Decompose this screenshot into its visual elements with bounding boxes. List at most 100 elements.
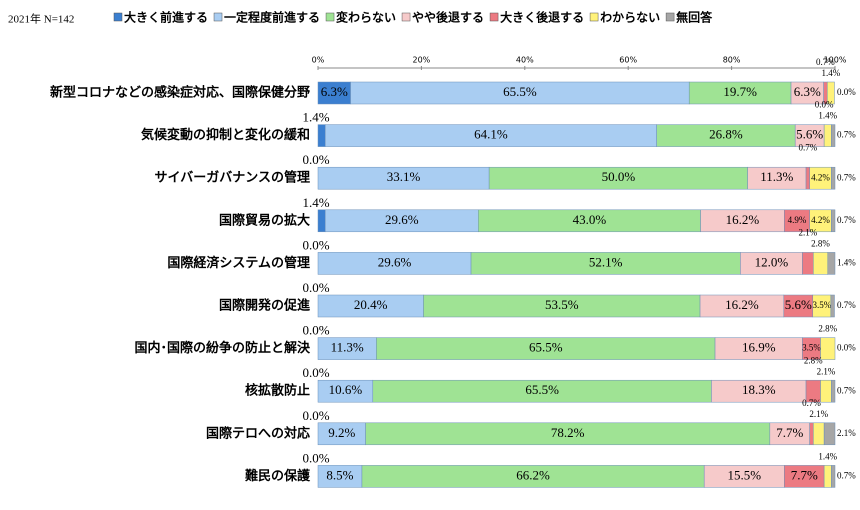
value-label: 0.7% (837, 470, 856, 480)
bar-segment (820, 379, 832, 403)
bar-segment (820, 337, 836, 360)
value-label: 0.0% (302, 450, 329, 465)
value-label: 2.1% (809, 409, 828, 419)
legend-swatch (113, 12, 123, 22)
value-label: 11.3% (331, 340, 364, 355)
category-label: 国際テロへの対応 (206, 425, 310, 441)
value-label: 2.8% (818, 324, 837, 334)
value-label: 1.4% (818, 451, 837, 461)
value-label: 1.4% (821, 68, 840, 78)
legend-swatch (213, 12, 223, 22)
category-label: 難民の保護 (245, 468, 311, 484)
value-label: 0.0% (302, 152, 329, 167)
value-label: 5.6% (785, 297, 812, 312)
x-tick-label: 0% (312, 56, 325, 65)
value-label: 26.8% (709, 127, 743, 142)
value-label: 0.0% (302, 323, 329, 338)
legend-label: 大きく後退する (500, 10, 584, 25)
value-label: 0.0% (302, 280, 329, 295)
value-label: 43.0% (573, 212, 607, 227)
value-label: 4.2% (811, 172, 830, 182)
value-label: 52.1% (589, 254, 623, 269)
category-label: 気候変動の抑制と変化の緩和 (141, 127, 310, 143)
bar-segment (827, 252, 836, 275)
value-label: 29.6% (385, 212, 419, 227)
legend-label: 変わらない (336, 10, 396, 25)
value-label: 65.5% (529, 340, 563, 355)
category-label: 国際貿易の拡大 (219, 212, 310, 228)
value-label: 16.2% (725, 297, 759, 312)
category-label: 国際経済システムの管理 (167, 255, 310, 271)
bar-segment (830, 294, 835, 318)
x-tick-label: 20% (413, 56, 431, 65)
value-label: 0.7% (837, 300, 856, 310)
value-label: 2.8% (811, 238, 830, 248)
value-label: 1.4% (302, 195, 329, 210)
x-tick-label: 80% (723, 56, 741, 65)
value-label: 0.7% (816, 57, 835, 67)
value-label: 7.7% (791, 467, 818, 482)
value-label: 66.2% (516, 467, 550, 482)
value-label: 4.2% (811, 215, 830, 225)
value-label: 6.3% (321, 84, 348, 99)
value-label: 1.4% (302, 110, 329, 125)
value-label: 3.5% (802, 343, 821, 353)
value-label: 5.6% (796, 127, 823, 142)
category-label: サイバーガバナンスの管理 (155, 170, 310, 186)
category-label: 核拡散防止 (245, 383, 310, 399)
bar-segment (823, 465, 832, 488)
value-label: 53.5% (545, 297, 579, 312)
bar-segment (831, 379, 836, 403)
value-label: 0.0% (302, 365, 329, 380)
legend-swatch (325, 12, 335, 22)
bar-segment (802, 252, 814, 275)
legend-swatch (401, 12, 411, 22)
value-label: 33.1% (387, 169, 421, 184)
value-label: 10.6% (329, 382, 363, 397)
value-label: 2.1% (837, 428, 856, 438)
value-label: 0.7% (798, 142, 817, 152)
value-label: 65.5% (503, 84, 537, 99)
value-label: 12.0% (755, 254, 789, 269)
value-label: 1.4% (818, 111, 837, 121)
category-label: 国内･国際の紛争の防止と解決 (134, 340, 311, 356)
value-label: 29.6% (378, 254, 412, 269)
legend-label: 一定程度前進する (224, 10, 320, 25)
value-label: 0.7% (837, 385, 856, 395)
x-tick-label: 40% (516, 56, 534, 65)
bar-segment (813, 422, 825, 446)
value-label: 1.4% (837, 257, 856, 267)
bar-segment (831, 209, 836, 233)
bar-segment (826, 81, 835, 105)
value-label: 0.0% (302, 237, 329, 252)
value-label: 8.5% (326, 467, 353, 482)
value-label: 15.5% (727, 467, 761, 482)
category-label: 国際開発の促進 (219, 298, 310, 314)
value-label: 0.0% (815, 100, 834, 110)
value-label: 3.5% (812, 300, 831, 310)
value-label: 4.9% (788, 215, 807, 225)
value-label: 0.0% (302, 408, 329, 423)
bar-segment (823, 422, 836, 446)
legend-label: 大きく前進する (124, 10, 208, 25)
bar-segment (831, 465, 836, 488)
value-label: 2.8% (804, 355, 823, 365)
legend-swatch (489, 12, 499, 22)
value-label: 0.0% (837, 87, 856, 97)
value-label: 16.2% (726, 212, 760, 227)
value-label: 64.1% (474, 127, 508, 142)
legend-label: やや後退する (412, 10, 484, 25)
value-label: 0.7% (837, 215, 856, 225)
value-label: 7.7% (776, 425, 803, 440)
value-label: 16.9% (742, 340, 776, 355)
legend-label: わからない (600, 11, 660, 25)
bar-segment (831, 166, 836, 190)
bar-segment (805, 166, 810, 190)
bar-segment (317, 124, 326, 147)
value-label: 20.4% (354, 297, 388, 312)
legend-swatch (665, 12, 675, 22)
value-label: 2.1% (817, 366, 836, 376)
bar-segment (809, 422, 814, 446)
value-label: 2.1% (798, 227, 817, 237)
value-label: 9.2% (328, 425, 355, 440)
